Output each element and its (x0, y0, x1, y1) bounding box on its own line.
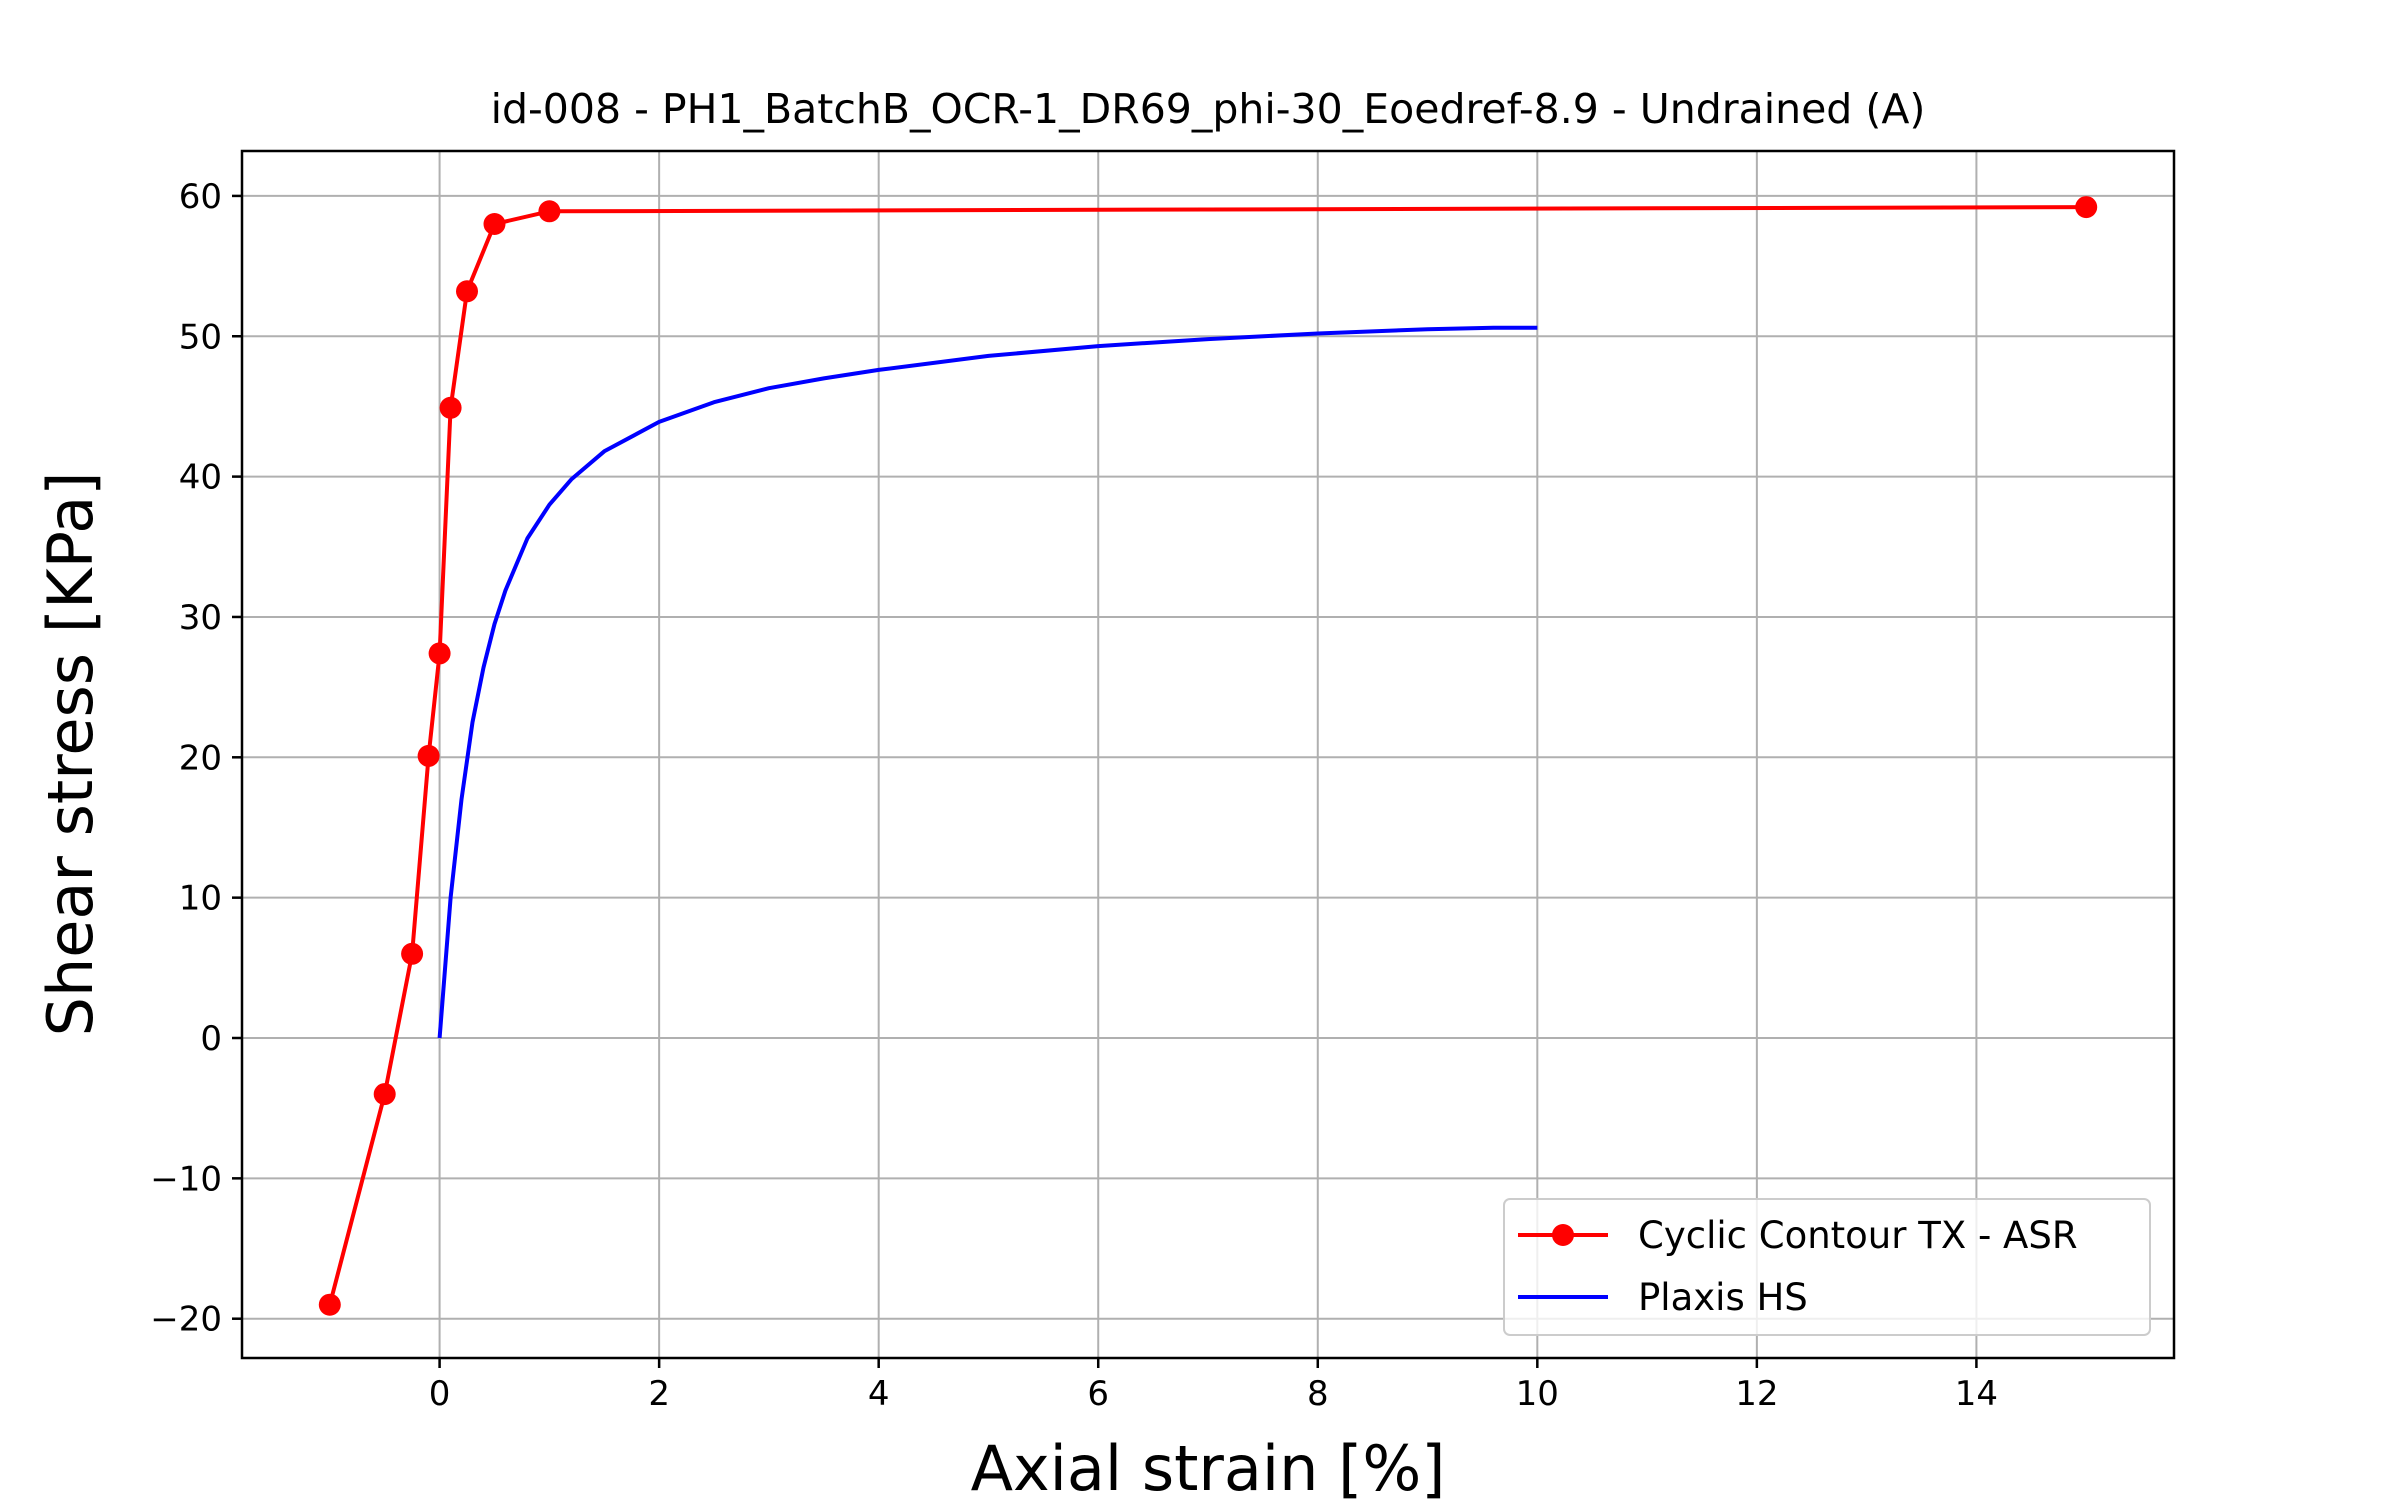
x-tick-label: 4 (868, 1374, 890, 1414)
x-tick-label: 10 (1516, 1374, 1559, 1414)
data-point (2075, 196, 2098, 219)
data-point (428, 642, 451, 665)
series-line (327, 205, 2087, 1306)
legend-marker-cyclic-contour (1552, 1224, 1574, 1246)
x-tick-label: 8 (1307, 1374, 1329, 1414)
x-tick-label: 2 (648, 1374, 670, 1414)
y-axis-label: Shear stress [KPa] (34, 472, 107, 1037)
data-point (456, 280, 478, 303)
y-tick-label: 40 (179, 458, 222, 498)
axes-frame (240, 149, 2176, 1360)
x-tick-label: 12 (1735, 1374, 1778, 1414)
series-layer (318, 196, 2098, 1316)
y-tick-label: 60 (179, 177, 222, 217)
data-point (538, 200, 561, 223)
series-0 (318, 196, 2098, 1316)
data-point (373, 1083, 396, 1106)
ticks: 0 2 4 6 8 10 12 14 −20 −10 0 10 20 30 40 50 60 (150, 177, 1998, 1414)
legend-frame (1503, 1198, 2151, 1336)
data-point (483, 213, 506, 235)
x-tick-label: 6 (1087, 1374, 1109, 1414)
legend: Cyclic Contour TX - ASR Plaxis HS (1503, 1198, 2151, 1336)
y-tick-label: −20 (150, 1300, 222, 1340)
x-axis-label: Axial strain [%] (971, 1432, 1446, 1500)
series-line (437, 325, 1538, 1039)
y-tick-label: 30 (179, 598, 222, 638)
data-point (401, 942, 424, 965)
y-tick-label: 0 (200, 1019, 222, 1059)
y-tick-label: 50 (179, 317, 222, 357)
plot-background (242, 151, 2174, 1358)
chart-title: id-008 - PH1_BatchB_OCR-1_DR69_phi-30_Eo… (491, 85, 1926, 133)
y-tick-label: 10 (179, 879, 222, 919)
legend-label-cyclic-contour: Cyclic Contour TX - ASR (1638, 1214, 2078, 1257)
data-point (439, 396, 462, 419)
legend-label-plaxis-hs: Plaxis HS (1638, 1276, 1808, 1319)
data-point (417, 744, 440, 767)
data-point (318, 1293, 341, 1316)
x-tick-label: 14 (1955, 1374, 1998, 1414)
y-tick-label: −10 (150, 1159, 222, 1199)
x-tick-label: 0 (429, 1374, 451, 1414)
grid (242, 151, 2174, 1358)
series-1 (437, 325, 1538, 1039)
y-tick-label: 20 (179, 738, 222, 778)
